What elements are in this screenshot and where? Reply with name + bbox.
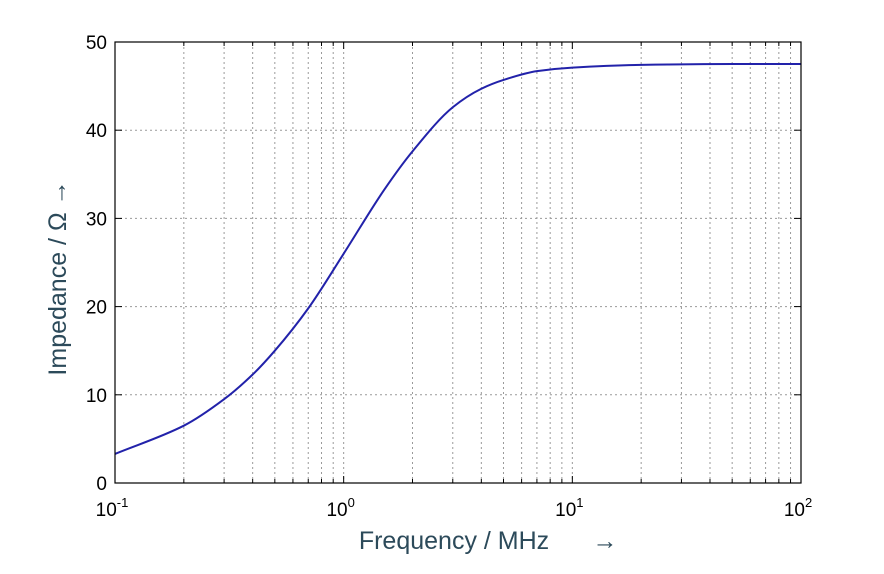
x-tick-label: 101 — [555, 495, 583, 521]
series-layer — [114, 63, 801, 455]
grid — [115, 42, 801, 483]
x-tick-base: 10 — [96, 500, 117, 521]
x-tick-base: 10 — [326, 500, 347, 521]
x-tick-label: 10-1 — [96, 495, 129, 521]
x-tick-exponent: 0 — [348, 495, 355, 510]
y-tick-label: 30 — [86, 209, 107, 230]
x-tick-label: 102 — [784, 495, 812, 521]
y-tick-labels: 0 10 20 30 40 50 — [86, 33, 107, 495]
x-axis-label: Frequency / MHz — [359, 527, 549, 555]
x-tick-exponent: 2 — [805, 495, 812, 510]
x-tick-exponent: -1 — [117, 495, 129, 510]
y-tick-label: 20 — [86, 298, 107, 319]
y-axis-label: Impedance / Ω → — [44, 180, 72, 375]
y-tick-label: 0 — [96, 474, 107, 495]
y-tick-label: 50 — [86, 33, 107, 54]
x-tick-label: 100 — [326, 495, 354, 521]
x-tick-base: 10 — [555, 500, 576, 521]
x-tick-exponent: 1 — [576, 495, 583, 510]
y-tick-label: 10 — [86, 386, 107, 407]
y-tick-label: 40 — [86, 121, 107, 142]
x-axis-label-arrow: → — [593, 527, 618, 555]
tick-marks — [115, 41, 801, 484]
plot-frame — [114, 41, 802, 484]
x-tick-base: 10 — [784, 500, 805, 521]
x-tick-labels: 10-1 100 101 102 — [96, 495, 813, 521]
series-line — [114, 63, 801, 455]
